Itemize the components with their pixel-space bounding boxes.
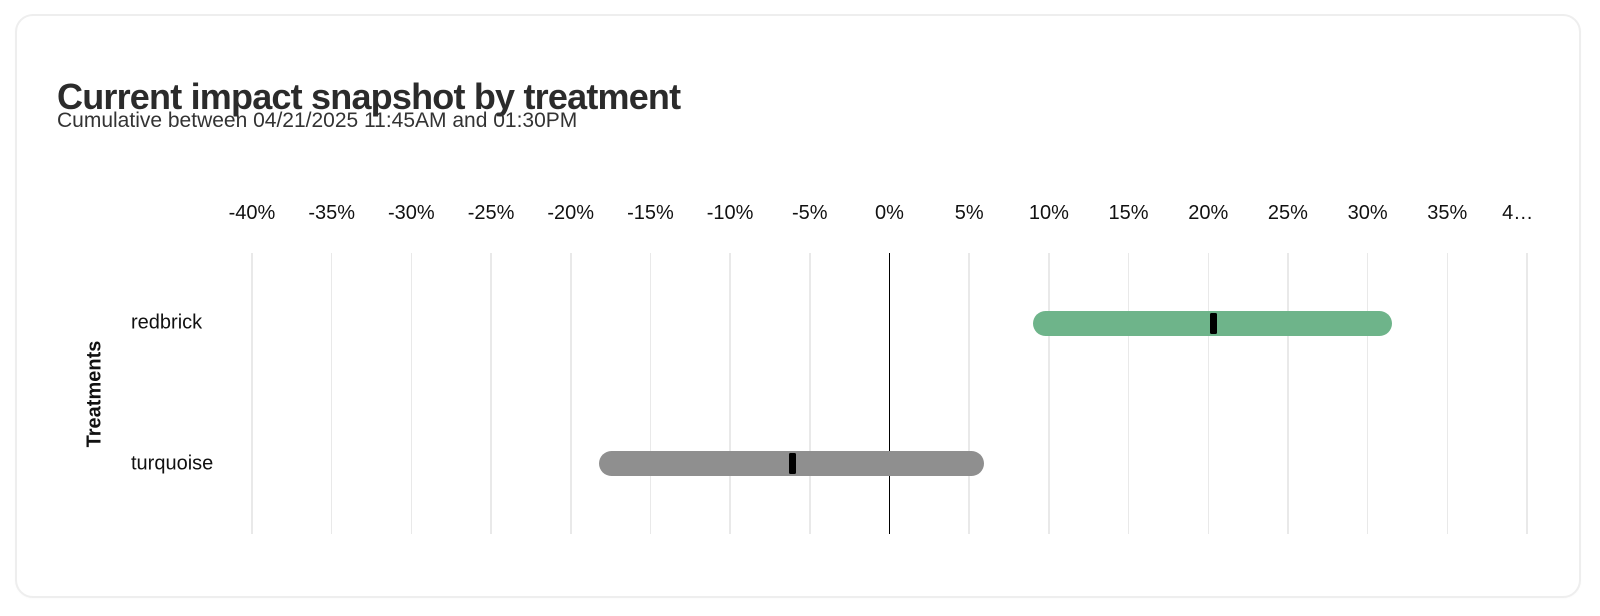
x-tick-label: 10%	[1028, 202, 1069, 224]
x-tick-label: -5%	[792, 202, 828, 224]
estimate-marker-turquoise	[788, 453, 796, 475]
chart-title: Current impact snapshot by treatment	[57, 76, 681, 118]
gridline	[251, 253, 253, 534]
x-tick-label: -20%	[547, 202, 595, 224]
x-tick-label: 35%	[1427, 202, 1468, 224]
gridline	[809, 253, 811, 534]
x-tick-label: -35%	[308, 202, 356, 224]
x-tick-label: 15%	[1108, 202, 1149, 224]
x-tick-label: -30%	[388, 202, 435, 224]
gridline	[570, 253, 572, 534]
gridline	[1207, 253, 1209, 534]
x-tick-label: -25%	[467, 202, 515, 224]
x-tick-label: -40%	[228, 202, 276, 224]
gridline	[410, 253, 413, 534]
zero-line	[888, 253, 891, 534]
impact-snapshot-card	[15, 14, 1581, 598]
gridline	[330, 253, 333, 534]
estimate-marker-redbrick	[1209, 312, 1217, 334]
gridline	[1287, 253, 1289, 534]
x-tick-label: 20%	[1188, 202, 1229, 224]
x-tick-label: 0%	[875, 202, 904, 224]
gridline	[1048, 253, 1050, 534]
y-axis-title: Treatments	[83, 340, 106, 448]
x-tick-label: 5%	[954, 202, 984, 224]
gridline	[968, 253, 970, 534]
gridline	[1127, 253, 1130, 534]
gridline	[729, 253, 731, 534]
gridline	[1366, 253, 1369, 534]
x-tick-label: 25%	[1267, 202, 1308, 224]
category-label-redbrick: redbrick	[131, 311, 203, 334]
x-tick-label: 30%	[1347, 202, 1388, 224]
gridline	[490, 253, 492, 534]
gridline	[649, 253, 652, 534]
chart-subtitle: Cumulative between 04/21/2025 11:45AM an…	[57, 109, 578, 132]
gridline	[1526, 253, 1528, 534]
x-tick-label: -10%	[706, 202, 754, 224]
category-label-turquoise: turquoise	[131, 452, 214, 475]
x-tick-label: -15%	[627, 202, 674, 224]
gridline	[1446, 253, 1449, 534]
x-tick-label: 4…	[1502, 202, 1534, 224]
